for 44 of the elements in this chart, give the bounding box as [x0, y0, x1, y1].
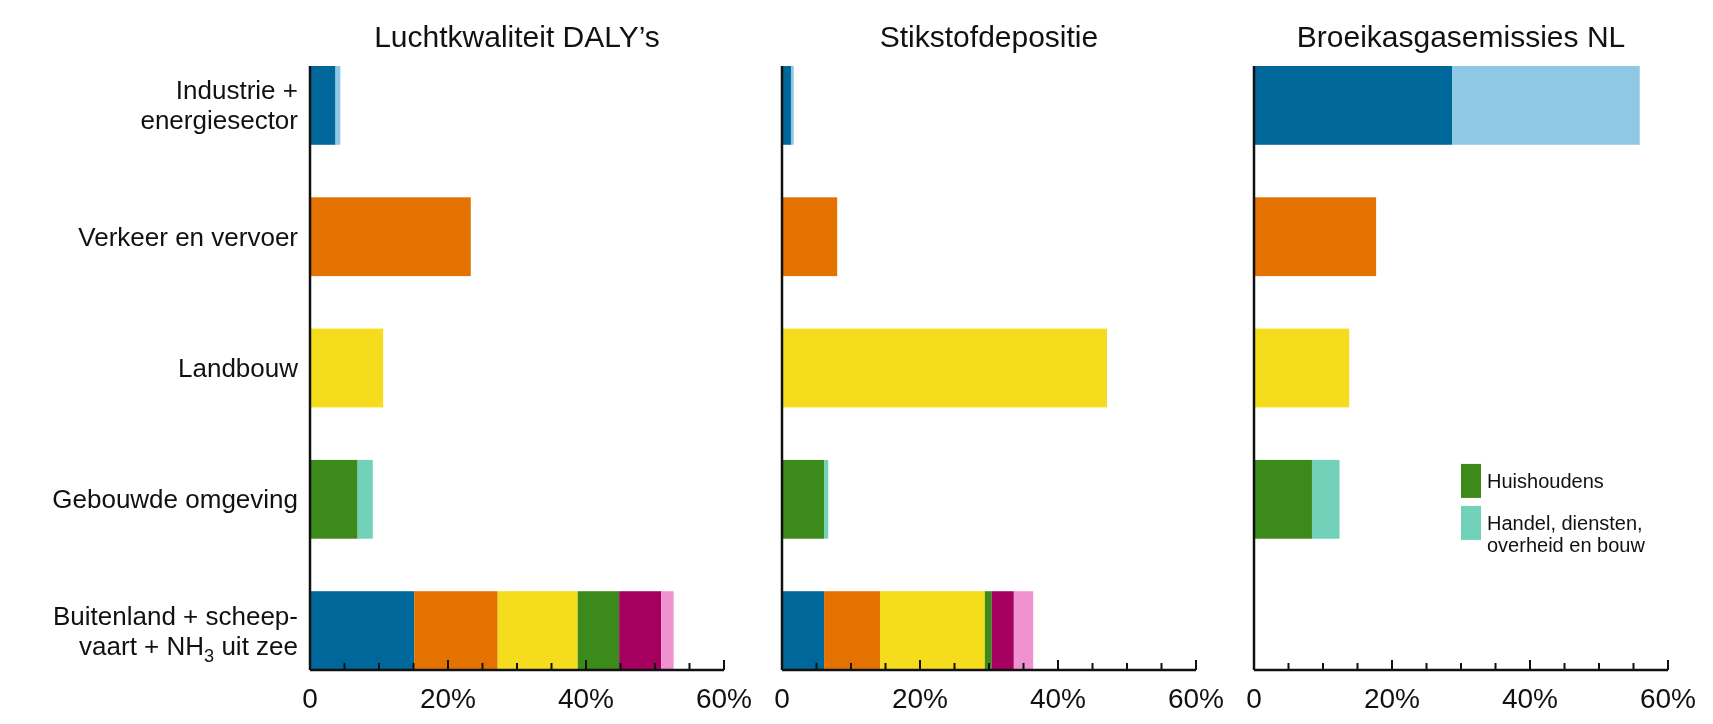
x-tick-label: 40% — [1029, 682, 1087, 714]
bar — [310, 591, 415, 670]
bar — [782, 591, 825, 670]
bar — [782, 459, 825, 539]
chart-title: Luchtkwaliteit DALY’s — [374, 19, 660, 53]
x-tick-label: 0 — [774, 682, 790, 714]
x-tick-label: 0 — [302, 682, 318, 714]
y-tick-label: Industrie + energiesector — [140, 75, 299, 136]
bar — [310, 66, 336, 145]
x-tick-label: 20% — [891, 682, 949, 714]
y-tick-label: Buitenland + scheep- vaart + NH$_{3}$ uit zee — [52, 600, 298, 666]
y-tick-label: Gebouwde omgeving — [52, 484, 298, 515]
bar — [619, 591, 662, 670]
bar — [661, 591, 674, 670]
bar — [984, 591, 992, 670]
bar — [824, 591, 880, 670]
bar — [790, 66, 794, 145]
legend-label: Handel, diensten, overheid en bouw — [1487, 511, 1646, 556]
bar — [310, 197, 471, 277]
bar — [577, 591, 620, 670]
y-tick-label: Landbouw — [178, 353, 299, 383]
chart-title: Broeikasgasemissies NL — [1296, 19, 1626, 53]
x-tick-label: 60% — [1639, 682, 1697, 714]
bar — [879, 591, 985, 670]
x-tick-label: 60% — [695, 682, 753, 714]
bar — [782, 328, 1107, 408]
bar — [414, 591, 498, 670]
x-tick-label: 60% — [1167, 682, 1225, 714]
bar — [991, 591, 1014, 670]
bar — [357, 459, 373, 539]
bar — [497, 591, 578, 670]
chart-title: Stikstofdepositie — [879, 19, 1099, 53]
bar — [782, 197, 838, 277]
x-tick-label: 0 — [1246, 682, 1262, 714]
x-tick-label: 40% — [1501, 682, 1559, 714]
legend-label: Huishoudens — [1487, 469, 1604, 492]
bar — [824, 459, 829, 539]
bar — [1013, 591, 1034, 670]
bar — [310, 328, 384, 408]
x-tick-label: 40% — [557, 682, 615, 714]
bar — [310, 459, 358, 539]
x-tick-label: 20% — [419, 682, 477, 714]
x-tick-label: 20% — [1363, 682, 1421, 714]
y-tick-label: Verkeer en vervoer — [78, 221, 299, 252]
